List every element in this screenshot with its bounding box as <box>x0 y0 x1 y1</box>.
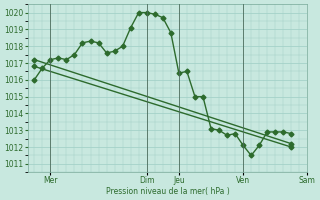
X-axis label: Pression niveau de la mer( hPa ): Pression niveau de la mer( hPa ) <box>106 187 229 196</box>
